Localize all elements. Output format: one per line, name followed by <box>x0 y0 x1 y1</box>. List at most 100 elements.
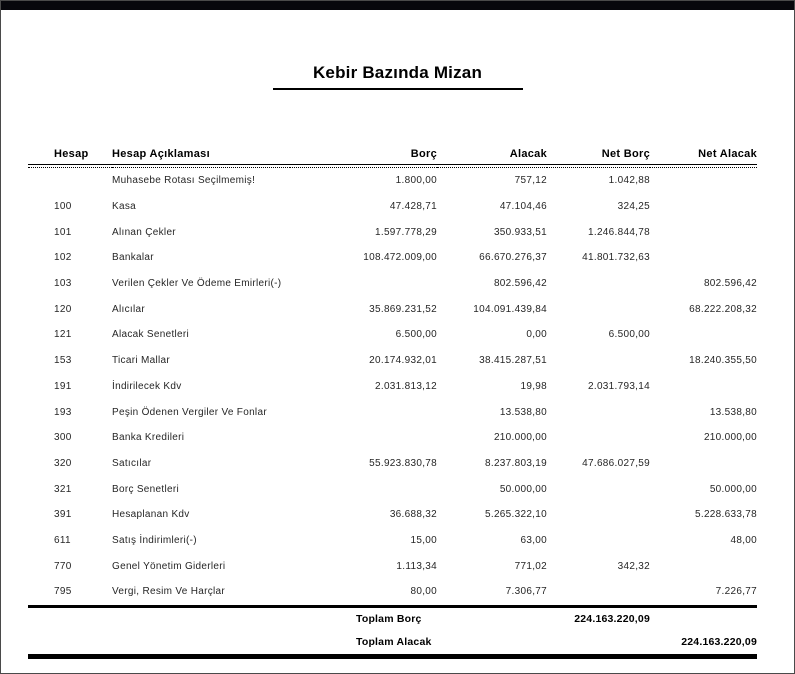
table-row: 121 Alacak Senetleri 6.500,00 0,00 6.500,00 <box>28 322 757 348</box>
table-row: 120 Alıcılar 35.869.231,52 104.091.439,84 68… <box>28 296 757 322</box>
net-alacak-cell: 7.226,77 <box>715 586 757 598</box>
hesap-cell: 100 <box>54 201 72 213</box>
alacak-cell: 802.596,42 <box>493 278 547 290</box>
hesap-cell: 320 <box>54 457 72 469</box>
net-alacak-cell: 18.240.355,50 <box>689 355 757 367</box>
borc-cell: 1.800,00 <box>395 175 437 187</box>
table-row: 193 Peşin Ödenen Vergiler Ve Fonlar 13.538… <box>28 399 757 425</box>
borc-cell <box>290 399 437 425</box>
table-row: 103 Verilen Çekler Ve Ödeme Emirleri(-) 80… <box>28 271 757 297</box>
net-alacak-cell <box>650 219 757 245</box>
borc-cell: 80,00 <box>410 586 437 598</box>
net-alacak-cell <box>650 451 757 477</box>
title-underline <box>272 88 523 90</box>
hesap-cell: 770 <box>54 560 72 572</box>
table-row: 191 İndirilecek Kdv 2.031.813,12 19,98 2.031… <box>28 374 757 400</box>
net-alacak-cell: 210.000,00 <box>703 432 757 444</box>
alacak-cell: 38.415.287,51 <box>479 355 547 367</box>
aciklama-cell: Alıcılar <box>112 303 145 315</box>
borc-cell: 35.869.231,52 <box>369 303 437 315</box>
net-borc-cell: 342,32 <box>617 560 650 572</box>
net-alacak-cell <box>650 553 757 579</box>
alacak-cell: 19,98 <box>520 380 547 392</box>
header-dotted-rule <box>28 164 757 168</box>
empty-cell <box>650 604 757 631</box>
empty-cell <box>437 630 547 659</box>
column-header-net-borc: Net Borç <box>547 148 650 165</box>
net-alacak-cell <box>650 194 757 220</box>
table-row: 320 Satıcılar 55.923.830,78 8.237.803,19 47.… <box>28 451 757 477</box>
borc-cell: 20.174.932,01 <box>369 355 437 367</box>
total-alacak-label: Toplam Alacak <box>28 630 437 659</box>
borc-cell: 55.923.830,78 <box>369 457 437 469</box>
aciklama-cell: Satış İndirimleri(-) <box>112 534 197 546</box>
net-borc-cell: 2.031.793,14 <box>588 380 650 392</box>
net-alacak-cell <box>650 168 757 194</box>
borc-cell: 47.428,71 <box>389 201 437 213</box>
net-alacak-cell <box>650 322 757 348</box>
alacak-cell: 0,00 <box>526 329 547 341</box>
net-borc-cell: 41.801.732,63 <box>582 252 650 264</box>
net-borc-cell <box>547 502 650 528</box>
alacak-cell: 771,02 <box>514 560 547 572</box>
table-row: Muhasebe Rotası Seçilmemiş! 1.800,00 757,1… <box>28 168 757 194</box>
column-header-borc: Borç <box>290 148 437 165</box>
hesap-cell: 102 <box>54 252 72 264</box>
aciklama-cell: Genel Yönetim Giderleri <box>112 560 226 572</box>
net-alacak-cell: 48,00 <box>730 534 757 546</box>
net-borc-cell <box>547 425 650 451</box>
net-borc-cell: 1.246.844,78 <box>588 226 650 238</box>
table-row: 100 Kasa 47.428,71 47.104,46 324,25 <box>28 194 757 220</box>
table-body: Muhasebe Rotası Seçilmemiş! 1.800,00 757,1… <box>28 168 757 607</box>
alacak-cell: 210.000,00 <box>493 432 547 444</box>
net-alacak-cell <box>650 374 757 400</box>
net-borc-cell: 6.500,00 <box>608 329 650 341</box>
aciklama-cell: Muhasebe Rotası Seçilmemiş! <box>112 175 256 187</box>
borc-cell <box>290 476 437 502</box>
table-row: 391 Hesaplanan Kdv 36.688,32 5.265.322,10 5.… <box>28 502 757 528</box>
alacak-cell: 757,12 <box>514 175 547 187</box>
hesap-cell: 300 <box>54 432 72 444</box>
alacak-cell: 8.237.803,19 <box>485 457 547 469</box>
alacak-cell: 104.091.439,84 <box>473 303 547 315</box>
alacak-cell: 66.670.276,37 <box>479 252 547 264</box>
borc-cell: 36.688,32 <box>389 509 437 521</box>
borc-cell: 108.472.009,00 <box>363 252 437 264</box>
table-header: Hesap Hesap Açıklaması Borç Alacak Net B… <box>28 148 757 168</box>
table-row: 300 Banka Kredileri 210.000,00 210.000,00 <box>28 425 757 451</box>
total-borc-label: Toplam Borç <box>28 604 437 631</box>
aciklama-cell: Borç Senetleri <box>112 483 180 495</box>
aciklama-cell: Hesaplanan Kdv <box>112 509 190 521</box>
window-top-bar <box>1 1 794 10</box>
empty-cell <box>437 604 547 631</box>
column-header-alacak: Alacak <box>437 148 547 165</box>
borc-cell: 15,00 <box>410 534 437 546</box>
table-row: 102 Bankalar 108.472.009,00 66.670.276,37 41… <box>28 245 757 271</box>
total-alacak-value: 224.163.220,09 <box>650 630 757 659</box>
table-row: 795 Vergi, Resim Ve Harçlar 80,00 7.306,77 7… <box>28 579 757 606</box>
aciklama-cell: Satıcılar <box>112 457 152 469</box>
net-alacak-cell: 802.596,42 <box>703 278 757 290</box>
hesap-cell: 121 <box>54 329 72 341</box>
header-row: Hesap Hesap Açıklaması Borç Alacak Net B… <box>28 148 757 165</box>
total-borc-value: 224.163.220,09 <box>547 604 650 631</box>
totals-row-alacak: Toplam Alacak 224.163.220,09 <box>28 630 757 659</box>
column-header-aciklama: Hesap Açıklaması <box>112 148 290 165</box>
net-borc-cell <box>547 528 650 554</box>
net-borc-cell <box>547 399 650 425</box>
aciklama-cell: Kasa <box>112 201 136 213</box>
hesap-cell: 191 <box>54 380 72 392</box>
totals-row-borc: Toplam Borç 224.163.220,09 <box>28 604 757 631</box>
alacak-cell: 5.265.322,10 <box>485 509 547 521</box>
hesap-cell: 611 <box>54 534 71 546</box>
alacak-cell: 13.538,80 <box>499 406 547 418</box>
table-row: 321 Borç Senetleri 50.000,00 50.000,00 <box>28 476 757 502</box>
hesap-cell <box>28 168 112 194</box>
net-borc-cell: 324,25 <box>617 201 650 213</box>
alacak-cell: 7.306,77 <box>505 586 547 598</box>
net-alacak-cell: 13.538,80 <box>709 406 757 418</box>
net-borc-cell <box>547 296 650 322</box>
table-footer: Toplam Borç 224.163.220,09 Toplam Alacak… <box>28 604 757 659</box>
hesap-cell: 193 <box>54 406 72 418</box>
